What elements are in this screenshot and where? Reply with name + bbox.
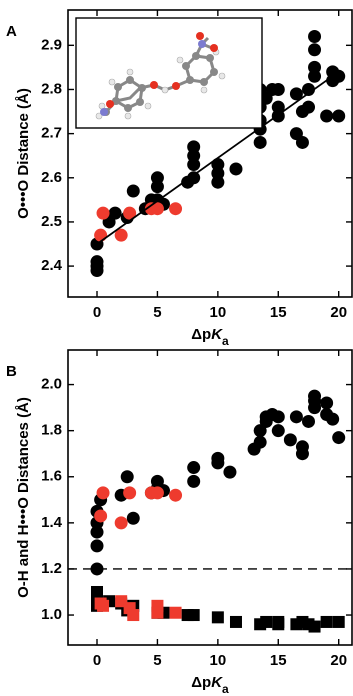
point [97, 207, 110, 220]
point [260, 616, 272, 628]
point [332, 431, 345, 444]
point [284, 433, 297, 446]
molecule-inset [76, 18, 262, 128]
point [272, 618, 284, 630]
point [308, 70, 321, 83]
point [302, 101, 315, 114]
y-tick-label: 2.9 [41, 36, 62, 53]
point [188, 609, 200, 621]
y-tick-label: 1.4 [41, 514, 63, 531]
y-tick-label: 2.6 [41, 169, 62, 186]
x-tick-label: 0 [93, 652, 101, 669]
point [127, 512, 140, 525]
y-tick-label: 1.8 [41, 422, 62, 439]
point [230, 616, 242, 628]
panel: B 1.0 1.2 1.4 1.6 1.8 2.0 0 5 10 15 20 ΔpKa O-H and H… [6, 350, 352, 696]
panel-label: A [6, 23, 17, 40]
point [211, 452, 224, 465]
x-axis-label-part: Δp [191, 326, 211, 343]
x-tick-label: 15 [270, 652, 287, 669]
point [151, 486, 164, 499]
x-axis-label: ΔpKa [191, 674, 229, 696]
point [320, 397, 333, 410]
point [296, 136, 309, 149]
x-tick-label: 20 [330, 304, 347, 321]
point [169, 489, 182, 502]
point [320, 109, 333, 122]
point [121, 470, 134, 483]
point [91, 562, 104, 575]
y-tick-label: 2.4 [41, 257, 63, 274]
point [169, 202, 182, 215]
point [97, 486, 110, 499]
point [127, 185, 140, 198]
point [187, 461, 200, 474]
point [302, 415, 315, 428]
point [290, 410, 303, 423]
point [94, 229, 107, 242]
point [254, 436, 267, 449]
point [123, 486, 136, 499]
x-tick-label: 5 [153, 652, 161, 669]
x-tick-label: 5 [153, 304, 161, 321]
y-tick-label: 1.2 [41, 560, 62, 577]
point [308, 30, 321, 43]
y-axis-label: O•••O Distance (Å) [15, 88, 32, 219]
y-tick-label: 2.0 [41, 376, 62, 393]
point [309, 621, 321, 633]
point [272, 424, 285, 437]
point [254, 136, 267, 149]
point [333, 616, 345, 628]
point [211, 176, 224, 189]
point [127, 609, 139, 621]
point [91, 255, 104, 268]
point [296, 447, 309, 460]
x-tick-label: 15 [270, 304, 287, 321]
point [151, 171, 164, 184]
point [223, 466, 236, 479]
point [97, 600, 109, 612]
point [272, 83, 285, 96]
y-tick-label: 1.0 [41, 606, 62, 623]
plot-area [68, 390, 352, 633]
x-axis-label-part: Δp [191, 674, 211, 691]
point [187, 475, 200, 488]
x-tick-label: 20 [330, 652, 347, 669]
point [321, 616, 333, 628]
point [308, 401, 321, 414]
point [308, 43, 321, 56]
x-tick-label: 10 [210, 304, 227, 321]
x-tick-label: 0 [93, 304, 101, 321]
point [91, 539, 104, 552]
point [332, 70, 345, 83]
point [332, 109, 345, 122]
point [94, 509, 107, 522]
point [272, 410, 285, 423]
point [229, 162, 242, 175]
point [212, 611, 224, 623]
y-tick-label: 2.5 [41, 213, 62, 230]
point [151, 607, 163, 619]
point [109, 207, 122, 220]
x-axis-label: ΔpKa [191, 326, 229, 348]
point [211, 158, 224, 171]
y-tick-label: 2.8 [41, 80, 62, 97]
y-tick-label: 2.7 [41, 125, 62, 142]
y-tick-label: 1.6 [41, 468, 62, 485]
point [170, 607, 182, 619]
x-axis-label-part: a [222, 682, 229, 696]
panel-label: B [6, 363, 17, 380]
x-tick-label: 10 [210, 652, 227, 669]
point [308, 390, 321, 403]
point [115, 516, 128, 529]
figure: A 2.4 2.5 2.6 2.7 2.8 2.9 0 5 10 15 20 ΔpKa O•••O Dis… [0, 0, 353, 696]
point [326, 413, 339, 426]
point [187, 140, 200, 153]
y-axis-label: O-H and H•••O Distances (Å) [15, 397, 32, 598]
x-axis-label-part: a [222, 334, 229, 348]
